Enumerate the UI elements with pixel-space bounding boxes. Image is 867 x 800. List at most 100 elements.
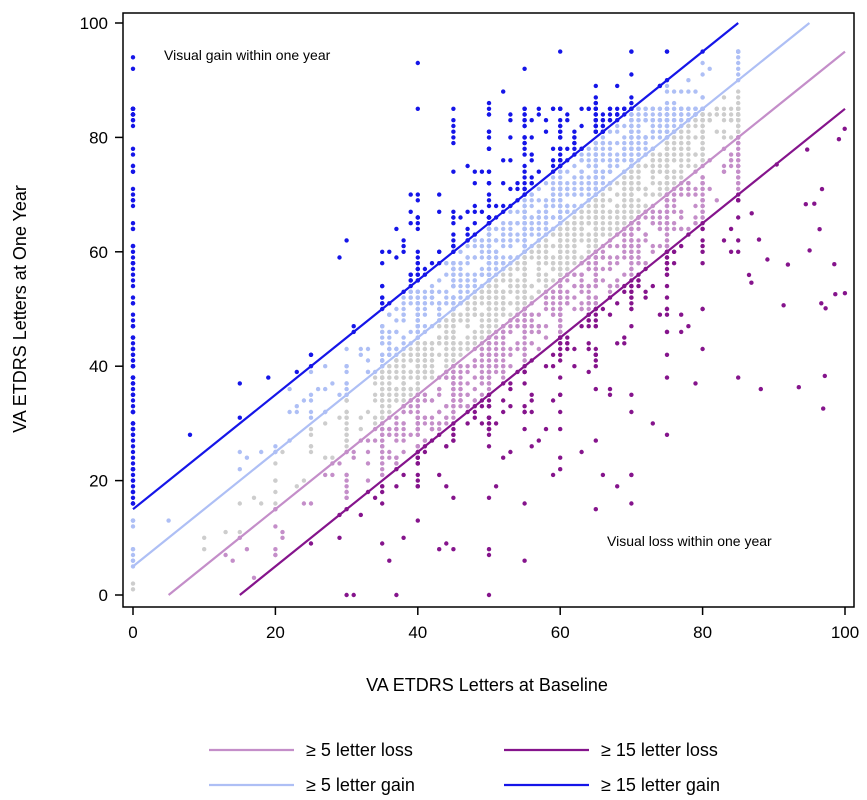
data-point bbox=[664, 123, 670, 129]
data-point bbox=[130, 123, 136, 129]
data-point bbox=[607, 112, 613, 117]
data-point bbox=[700, 60, 705, 66]
data-point bbox=[458, 381, 463, 386]
data-point bbox=[558, 261, 563, 266]
data-point bbox=[408, 301, 413, 306]
data-point bbox=[650, 175, 655, 180]
data-point bbox=[515, 232, 520, 237]
data-point bbox=[465, 261, 470, 266]
data-point bbox=[429, 426, 435, 432]
data-point bbox=[615, 129, 620, 134]
series-line bbox=[132, 22, 811, 568]
data-point bbox=[600, 266, 606, 272]
data-point bbox=[486, 192, 492, 197]
data-point bbox=[422, 438, 428, 443]
data-point bbox=[586, 324, 591, 329]
data-point bbox=[629, 238, 634, 243]
data-point bbox=[273, 478, 278, 483]
data-point bbox=[600, 209, 606, 214]
data-point bbox=[593, 272, 598, 277]
data-point bbox=[728, 163, 734, 169]
data-point bbox=[529, 329, 534, 335]
data-point bbox=[479, 369, 485, 375]
data-point bbox=[515, 283, 520, 289]
data-point bbox=[679, 129, 684, 134]
data-point bbox=[415, 221, 420, 226]
data-point bbox=[700, 95, 705, 100]
data-point bbox=[679, 146, 684, 151]
data-point bbox=[508, 232, 513, 237]
data-point bbox=[622, 238, 627, 243]
data-point bbox=[629, 175, 634, 180]
data-point bbox=[465, 392, 470, 397]
data-point bbox=[636, 249, 641, 254]
data-point bbox=[693, 152, 698, 157]
data-point bbox=[508, 112, 513, 117]
data-point bbox=[301, 398, 307, 403]
data-point bbox=[522, 381, 527, 386]
data-point bbox=[650, 215, 655, 220]
data-point bbox=[479, 358, 485, 363]
data-point bbox=[565, 249, 570, 254]
data-point bbox=[586, 289, 591, 294]
data-point bbox=[465, 301, 470, 306]
data-point bbox=[622, 135, 627, 140]
data-point bbox=[422, 364, 428, 369]
data-point bbox=[558, 175, 563, 180]
data-point bbox=[387, 404, 392, 409]
data-point bbox=[451, 272, 456, 277]
data-point bbox=[508, 238, 513, 243]
data-point bbox=[650, 243, 655, 249]
data-point bbox=[728, 112, 734, 117]
data-point bbox=[657, 118, 663, 123]
data-point bbox=[650, 112, 655, 117]
data-point bbox=[607, 129, 613, 134]
data-point bbox=[415, 432, 420, 437]
data-point bbox=[664, 203, 670, 209]
data-point bbox=[130, 163, 136, 169]
data-point bbox=[622, 203, 627, 209]
data-point bbox=[572, 226, 577, 232]
data-point bbox=[579, 226, 584, 232]
data-point bbox=[486, 100, 492, 106]
data-point bbox=[650, 129, 655, 134]
data-point bbox=[344, 381, 349, 386]
data-point bbox=[636, 118, 641, 123]
data-point bbox=[522, 146, 527, 151]
data-point bbox=[636, 140, 641, 146]
data-point bbox=[700, 152, 705, 157]
data-point bbox=[812, 201, 817, 206]
data-point bbox=[508, 278, 513, 283]
data-point bbox=[130, 398, 136, 403]
data-point bbox=[615, 278, 620, 283]
data-point bbox=[451, 329, 456, 335]
data-point bbox=[536, 232, 541, 237]
data-point bbox=[365, 461, 371, 466]
data-point bbox=[700, 129, 705, 134]
data-point bbox=[380, 386, 385, 392]
data-point bbox=[558, 266, 563, 272]
data-point bbox=[686, 106, 691, 112]
data-point bbox=[130, 404, 136, 409]
data-point bbox=[664, 181, 670, 186]
data-point bbox=[451, 301, 456, 306]
data-point bbox=[344, 472, 349, 478]
data-point bbox=[700, 135, 705, 140]
data-point bbox=[622, 209, 627, 214]
data-point bbox=[387, 346, 392, 352]
data-point bbox=[728, 158, 734, 163]
data-point bbox=[728, 106, 734, 112]
data-point bbox=[664, 261, 670, 266]
data-point bbox=[130, 318, 136, 323]
data-point bbox=[657, 181, 663, 186]
data-point bbox=[671, 135, 677, 140]
data-point bbox=[522, 140, 527, 146]
data-point bbox=[479, 249, 485, 254]
data-point bbox=[130, 432, 136, 437]
data-point bbox=[607, 106, 613, 112]
data-point bbox=[130, 152, 136, 157]
data-point bbox=[522, 152, 527, 157]
data-point bbox=[558, 238, 563, 243]
data-point bbox=[465, 226, 470, 232]
data-point bbox=[394, 358, 399, 363]
